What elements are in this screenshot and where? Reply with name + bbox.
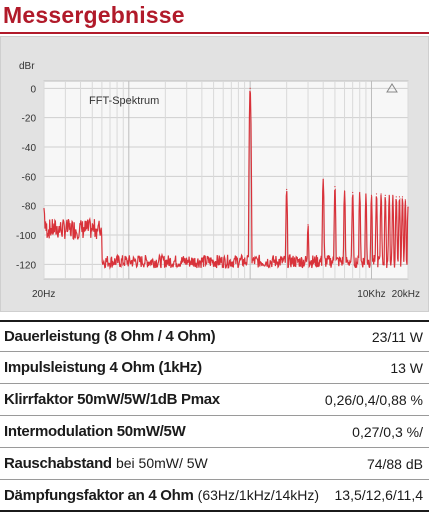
spectrum-peak — [370, 194, 373, 196]
result-label: Intermodulation 50mW/5W — [4, 423, 186, 440]
result-value: 0,27/0,3 %/ — [352, 423, 423, 440]
spectrum-peak — [384, 194, 386, 196]
y-tick-label: -80 — [22, 202, 37, 213]
title-rule — [0, 32, 429, 34]
spectrum-peak — [359, 191, 361, 194]
spectrum-peak — [404, 199, 406, 201]
spectrum-peak — [401, 196, 404, 198]
spectrum-peak — [380, 193, 382, 195]
spectrum-peak — [343, 190, 346, 192]
fft-chart-panel: 0 -20 -40 -60 -80 -100 -120 20Hz 10Khz 20kHz FFT-… — [0, 36, 429, 312]
result-label-note: bei 50mW/ 5W — [115, 455, 208, 471]
result-row: Rauschabstand bei 50mW/ 5W 74/88 dB — [0, 448, 429, 480]
result-label: Klirrfaktor 50mW/5W/1dB Pmax — [4, 391, 220, 408]
result-value: 23/11 W — [371, 328, 423, 345]
result-label-text: Intermodulation 50mW/5W — [4, 423, 186, 440]
spectrum-peak — [375, 193, 378, 195]
result-label: Rauschabstand bei 50mW/ 5W — [4, 455, 208, 472]
result-value: 74/88 dB — [366, 455, 423, 472]
spectrum-peak — [388, 194, 390, 196]
spectrum-trace — [43, 90, 409, 270]
result-row: Intermodulation 50mW/5W 0,27/0,3 %/ — [0, 416, 429, 448]
results-table: Dauerleistung (8 Ohm / 4 Ohm) 23/11 W Impu… — [0, 320, 429, 512]
result-label-text: Klirrfaktor 50mW/5W/1dB Pmax — [4, 391, 220, 408]
result-label-text: Dämpfungsfaktor an 4 Ohm — [4, 486, 194, 504]
result-label-text: Dauerleistung (8 Ohm / 4 Ohm) — [4, 328, 216, 345]
spectrum-peak — [286, 188, 288, 191]
spectrum-peak — [249, 87, 251, 89]
y-tick-label: -60 — [22, 172, 37, 183]
x-tick-label: 20kHz — [392, 289, 420, 300]
result-label-text: Impulsleistung 4 Ohm (1kHz) — [4, 359, 202, 376]
spectrum-peak — [365, 193, 367, 195]
x-tick-label: 10Khz — [357, 289, 385, 300]
y-tick-label: -120 — [16, 260, 36, 271]
spectrum-peak — [407, 206, 409, 208]
spectrum-peak — [322, 178, 324, 180]
result-label: Dauerleistung (8 Ohm / 4 Ohm) — [4, 328, 216, 345]
spectrum-peak — [307, 224, 309, 226]
y-tick-label: 0 — [30, 84, 36, 95]
spectrum-peak — [392, 194, 394, 196]
page-title: Messergebnisse — [3, 2, 185, 28]
chart-title: FFT-Spektrum — [89, 95, 159, 107]
result-value: 13,5/12,6/11,4 — [334, 487, 423, 503]
spectrum-peak — [395, 196, 397, 198]
x-tick-label: 20Hz — [32, 289, 55, 300]
result-row: Dauerleistung (8 Ohm / 4 Ohm) 23/11 W — [0, 320, 429, 352]
fft-chart: 0 -20 -40 -60 -80 -100 -120 20Hz 10Khz 20kHz FFT-… — [16, 61, 420, 300]
result-row: Dämpfungsfaktor an 4 Ohm (63Hz/1kHz/14kH… — [0, 480, 429, 512]
result-row: Impulsleistung 4 Ohm (1kHz) 13 W — [0, 352, 429, 384]
y-tick-label: -20 — [22, 114, 37, 125]
y-tick-label: -100 — [16, 231, 36, 242]
y-axis-unit-label: dBr — [19, 61, 35, 72]
result-label-text: Rauschabstand — [4, 455, 112, 472]
spectrum-peak — [398, 196, 401, 198]
y-tick-label: -40 — [22, 143, 37, 154]
result-row: Klirrfaktor 50mW/5W/1dB Pmax 0,26/0,4/0,8… — [0, 384, 429, 416]
spectrum-peak — [43, 208, 45, 210]
plot-area — [43, 80, 409, 280]
result-value: 0,26/0,4/0,88 % — [324, 391, 423, 408]
result-value: 13 W — [390, 359, 423, 376]
spectrum-peak — [334, 186, 336, 188]
result-label-note: (63Hz/1kHz/14kHz) — [197, 486, 320, 503]
result-label: Dämpfungsfaktor an 4 Ohm (63Hz/1kHz/14kH… — [4, 487, 319, 504]
result-label: Impulsleistung 4 Ohm (1kHz) — [4, 359, 202, 376]
delta-marker-icon — [386, 83, 398, 93]
spectrum-peak — [352, 191, 354, 194]
